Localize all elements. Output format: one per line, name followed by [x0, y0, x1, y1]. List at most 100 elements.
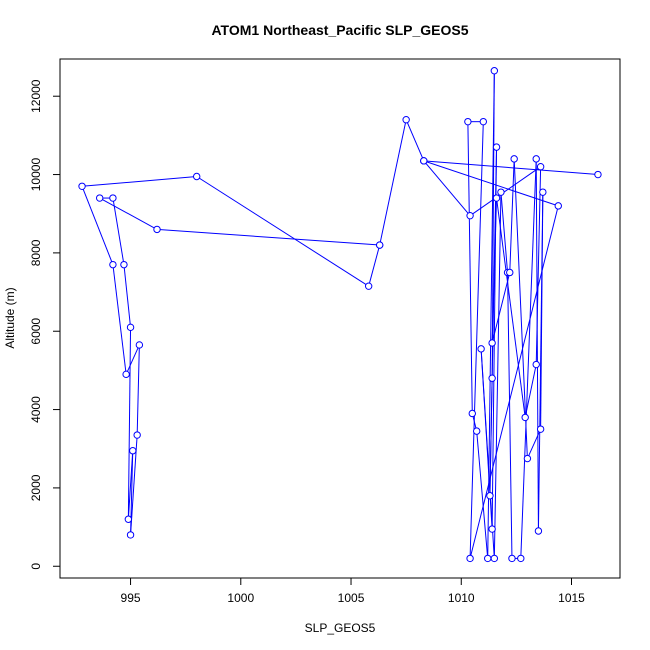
data-point — [492, 143, 501, 151]
series-line-segment — [127, 327, 132, 520]
data-point — [109, 260, 117, 269]
series-line-segment — [520, 158, 537, 559]
data-point — [479, 117, 488, 126]
data-point — [129, 446, 137, 455]
data-point — [124, 515, 133, 523]
series-line-segment — [491, 272, 511, 344]
series-line-segment — [156, 228, 380, 246]
series-line-segment — [507, 272, 513, 559]
series-line-segment — [368, 244, 381, 287]
y-tick-label: 6000 — [29, 318, 43, 345]
series-line-segment — [469, 205, 559, 559]
y-tick-label: 4000 — [29, 396, 43, 423]
data-point — [488, 374, 496, 382]
data-point — [375, 241, 384, 249]
y-tick-label: 0 — [29, 563, 43, 570]
data-point — [468, 409, 476, 418]
series-line-segment — [112, 264, 127, 375]
data-point — [532, 155, 540, 163]
data-point — [78, 182, 86, 191]
series-line-segment — [125, 344, 140, 375]
series-line-segment — [496, 197, 526, 418]
data-point — [497, 188, 505, 196]
data-point — [534, 527, 543, 535]
y-tick-label: 10000 — [29, 158, 43, 192]
y-tick-label: 2000 — [29, 474, 43, 501]
data-point — [554, 202, 562, 210]
series-line-segment — [535, 158, 539, 531]
series-line-segment — [405, 119, 425, 162]
data-point — [477, 345, 485, 353]
data-point — [532, 360, 540, 369]
series-line-segment — [423, 160, 471, 217]
x-tick-label: 1005 — [338, 591, 365, 605]
series-line-segment — [196, 176, 369, 287]
data-point — [466, 211, 474, 220]
y-axis-label: Altitude (m) — [3, 287, 17, 348]
x-tick-label: 1015 — [558, 591, 585, 605]
series-line-segment — [379, 119, 407, 246]
series-line-segment — [123, 264, 132, 328]
data-point — [492, 194, 501, 202]
series-line-segment — [540, 192, 544, 430]
series-line-segment — [99, 197, 158, 230]
series-line-segment — [500, 192, 509, 273]
data-point — [521, 413, 529, 422]
data-point — [402, 116, 410, 124]
data-point — [472, 427, 481, 435]
data-point — [109, 194, 117, 202]
x-tick-label: 1000 — [227, 591, 254, 605]
data-point — [488, 339, 496, 347]
data-point — [510, 155, 518, 163]
plot-frame — [59, 58, 621, 579]
x-axis-label: SLP_GEOS5 — [305, 621, 376, 635]
series-line-segment — [423, 160, 559, 207]
series-line-segment — [524, 364, 537, 418]
series-line-segment — [480, 348, 495, 559]
series-line-segment — [509, 158, 515, 273]
series-line-segment — [491, 198, 498, 343]
series-line-segment — [127, 450, 134, 520]
series-line-segment — [112, 197, 125, 265]
data-point — [490, 554, 499, 563]
series-line-segment — [82, 176, 197, 187]
data-point — [486, 492, 494, 500]
data-point — [539, 188, 547, 196]
data-point — [517, 554, 525, 563]
series-line-segment — [81, 186, 114, 265]
data-point — [420, 157, 428, 165]
data-point — [120, 260, 128, 269]
data-point — [153, 225, 161, 234]
y-axis: 0 2000 4000 6000 8000 10000 12000 — [29, 79, 60, 570]
data-point — [536, 425, 545, 433]
data-point — [192, 172, 201, 181]
series-line-group — [81, 70, 598, 559]
data-point — [506, 268, 514, 277]
series-line-segment — [136, 344, 140, 436]
data-point — [523, 454, 532, 463]
data-point — [484, 554, 492, 563]
y-tick-label: 8000 — [29, 239, 43, 266]
data-point — [364, 282, 373, 290]
series-line-segment — [493, 192, 502, 559]
series-line-segment — [513, 158, 528, 459]
x-axis: 995 1000 1005 1010 1015 — [121, 578, 585, 605]
data-point — [466, 554, 474, 563]
series-line-segment — [467, 121, 473, 414]
series-line-segment — [469, 121, 484, 559]
data-point — [126, 323, 135, 332]
data-point — [135, 341, 144, 349]
series-line-segment — [476, 431, 489, 559]
data-point — [133, 431, 141, 439]
series-line-segment — [469, 166, 541, 217]
data-point — [490, 67, 499, 75]
data-point — [95, 194, 104, 202]
data-point — [536, 163, 545, 171]
data-point — [594, 170, 602, 179]
y-tick-label: 12000 — [29, 79, 43, 113]
chart-title: ATOM1 Northeast_Pacific SLP_GEOS5 — [211, 22, 468, 38]
data-point — [126, 531, 135, 539]
data-point — [508, 554, 516, 563]
data-point — [488, 525, 496, 533]
